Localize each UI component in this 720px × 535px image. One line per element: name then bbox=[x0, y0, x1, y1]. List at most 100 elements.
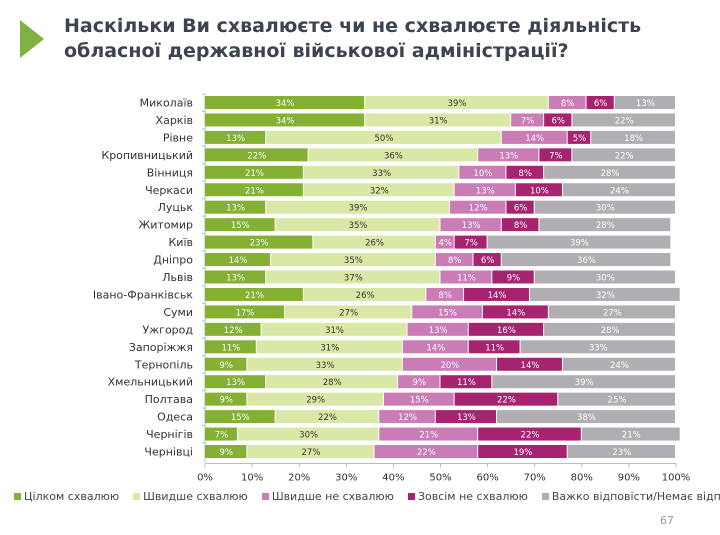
data-label: 12% bbox=[469, 204, 488, 214]
data-label: 23% bbox=[612, 448, 631, 458]
bar-segment bbox=[256, 340, 402, 354]
bar-segment bbox=[581, 427, 680, 441]
bar-segment bbox=[534, 270, 675, 284]
category-label: Чернігів bbox=[146, 428, 193, 441]
bar-segment bbox=[402, 340, 468, 354]
data-label: 24% bbox=[610, 361, 629, 371]
x-tick-label: 80% bbox=[571, 472, 593, 483]
data-label: 29% bbox=[306, 396, 325, 406]
data-label: 21% bbox=[245, 169, 264, 179]
bar-segment bbox=[266, 200, 449, 214]
data-label: 31% bbox=[325, 326, 344, 336]
bar-segment bbox=[558, 392, 675, 406]
legend-item: Швидше схвалюю bbox=[133, 490, 248, 503]
legend-swatch bbox=[133, 493, 141, 500]
data-label: 6% bbox=[514, 204, 528, 214]
category-label: Хмельницький bbox=[108, 376, 193, 389]
bar-segment bbox=[205, 375, 266, 389]
data-label: 21% bbox=[245, 291, 264, 301]
data-label: 39% bbox=[570, 239, 589, 249]
data-label: 9% bbox=[219, 361, 233, 371]
data-label: 13% bbox=[226, 134, 245, 144]
bar-segment bbox=[492, 375, 675, 389]
bar-segment bbox=[539, 148, 572, 162]
bar-segment bbox=[205, 218, 275, 232]
bar-segment bbox=[478, 148, 539, 162]
bar-segment bbox=[497, 410, 675, 424]
bar-segment bbox=[383, 392, 454, 406]
data-label: 14% bbox=[426, 343, 445, 353]
bar-segment bbox=[435, 235, 454, 249]
bar-segment bbox=[205, 427, 237, 441]
bar-segment bbox=[478, 427, 581, 441]
bar-segment bbox=[478, 445, 567, 458]
bar-segment bbox=[412, 305, 482, 319]
data-label: 19% bbox=[513, 448, 532, 458]
bar-segment bbox=[454, 235, 487, 249]
bar-segment bbox=[285, 305, 412, 319]
data-label: 36% bbox=[577, 256, 596, 266]
data-label: 33% bbox=[372, 169, 391, 179]
data-label: 26% bbox=[365, 239, 384, 249]
legend-item: Зовсім не схвалюю bbox=[407, 490, 528, 503]
data-label: 39% bbox=[575, 378, 594, 388]
category-label: Полтава bbox=[145, 393, 193, 406]
bar-segment bbox=[440, 270, 492, 284]
data-label: 16% bbox=[497, 326, 516, 336]
data-label: 34% bbox=[276, 116, 295, 126]
bar-segment bbox=[247, 445, 374, 458]
category-label: Запоріжжя bbox=[129, 341, 193, 354]
data-label: 22% bbox=[615, 151, 634, 161]
data-label: 13% bbox=[226, 378, 245, 388]
data-label: 11% bbox=[457, 378, 476, 388]
bar-segment bbox=[266, 270, 440, 284]
data-label: 13% bbox=[462, 221, 481, 231]
data-label: 14% bbox=[229, 256, 248, 266]
bar-segment bbox=[303, 183, 454, 197]
category-label: Вінниця bbox=[147, 166, 193, 179]
data-label: 35% bbox=[349, 221, 368, 231]
category-label: Харків bbox=[156, 114, 193, 127]
legend-item: Цілком схвалюю bbox=[14, 490, 119, 503]
bar-segment bbox=[379, 410, 435, 424]
data-label: 11% bbox=[485, 343, 504, 353]
bar-segment bbox=[426, 287, 464, 301]
bar-segment bbox=[303, 287, 426, 301]
bar-segment bbox=[473, 253, 501, 267]
bar-segment bbox=[572, 148, 675, 162]
bar-segment bbox=[205, 130, 266, 144]
bar-segment bbox=[205, 322, 261, 336]
bar-segment bbox=[544, 322, 675, 336]
bar-segment bbox=[501, 253, 671, 267]
data-label: 7% bbox=[215, 431, 229, 441]
bar-segment bbox=[275, 410, 379, 424]
bar-segment bbox=[205, 183, 303, 197]
x-tick-label: 20% bbox=[288, 472, 310, 483]
x-tick-label: 0% bbox=[197, 472, 213, 483]
data-label: 21% bbox=[419, 431, 438, 441]
data-label: 15% bbox=[438, 308, 457, 318]
data-label: 30% bbox=[596, 204, 615, 214]
bar-segment bbox=[614, 96, 675, 109]
bar-segment bbox=[459, 165, 506, 179]
data-label: 14% bbox=[506, 308, 525, 318]
data-label: 18% bbox=[624, 134, 643, 144]
legend: Цілком схвалюю Швидше схвалюю Швидше не сх… bbox=[14, 490, 720, 503]
bar-segment bbox=[539, 218, 671, 232]
data-label: 32% bbox=[596, 291, 615, 301]
category-label: Миколаїв bbox=[140, 97, 193, 110]
x-tick-label: 10% bbox=[241, 472, 263, 483]
bar-segment bbox=[572, 113, 675, 127]
category-label: Ужгород bbox=[143, 323, 194, 336]
bar-segment bbox=[586, 96, 614, 109]
category-label: Суми bbox=[163, 306, 193, 319]
bar-segment bbox=[529, 287, 680, 301]
data-label: 8% bbox=[448, 256, 462, 266]
legend-label: Швидше не схвалюю bbox=[271, 490, 394, 503]
bar-segment bbox=[266, 375, 398, 389]
data-label: 22% bbox=[521, 431, 540, 441]
category-label: Івано-Франківськ bbox=[93, 288, 193, 301]
bar-segment bbox=[544, 113, 572, 127]
triangle-bullet-icon bbox=[20, 20, 44, 58]
data-label: 15% bbox=[231, 413, 250, 423]
